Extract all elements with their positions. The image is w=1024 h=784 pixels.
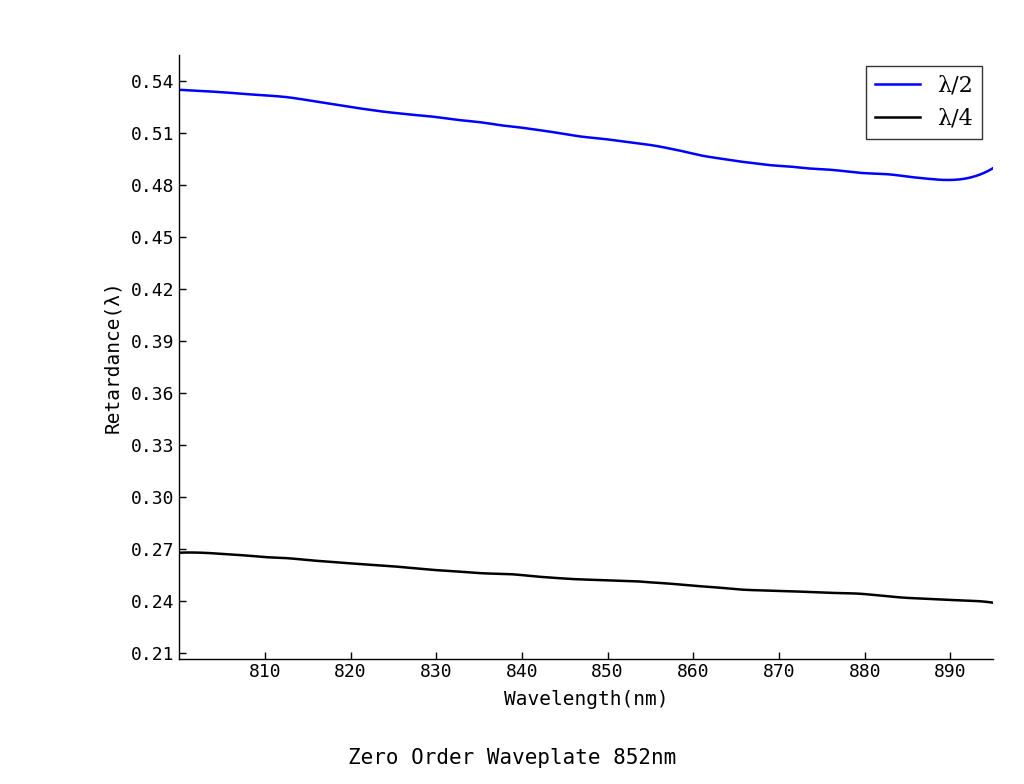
λ/2 [317,98,330,107]
λ/4 [654,579,667,588]
λ/2 [382,107,394,117]
λ/4 [182,548,195,557]
λ/4 [987,598,999,608]
λ/2 [987,163,999,172]
Line: λ/4: λ/4 [179,553,993,603]
λ/2 [173,85,185,95]
Text: Zero Order Waveplate 852nm: Zero Order Waveplate 852nm [348,749,676,768]
λ/4 [384,561,396,571]
λ/2 [942,176,954,185]
Legend: λ/2, λ/4: λ/2, λ/4 [866,66,982,139]
λ/4 [787,586,800,596]
λ/2 [786,162,799,172]
Line: λ/2: λ/2 [179,90,993,180]
λ/4 [543,573,555,583]
λ/4 [318,557,331,566]
λ/2 [717,154,729,164]
λ/2 [542,126,554,136]
λ/4 [718,583,730,593]
X-axis label: Wavelength(nm): Wavelength(nm) [504,690,669,709]
Y-axis label: Retardance(λ): Retardance(λ) [103,281,123,433]
λ/2 [653,142,666,151]
λ/4 [173,548,185,557]
